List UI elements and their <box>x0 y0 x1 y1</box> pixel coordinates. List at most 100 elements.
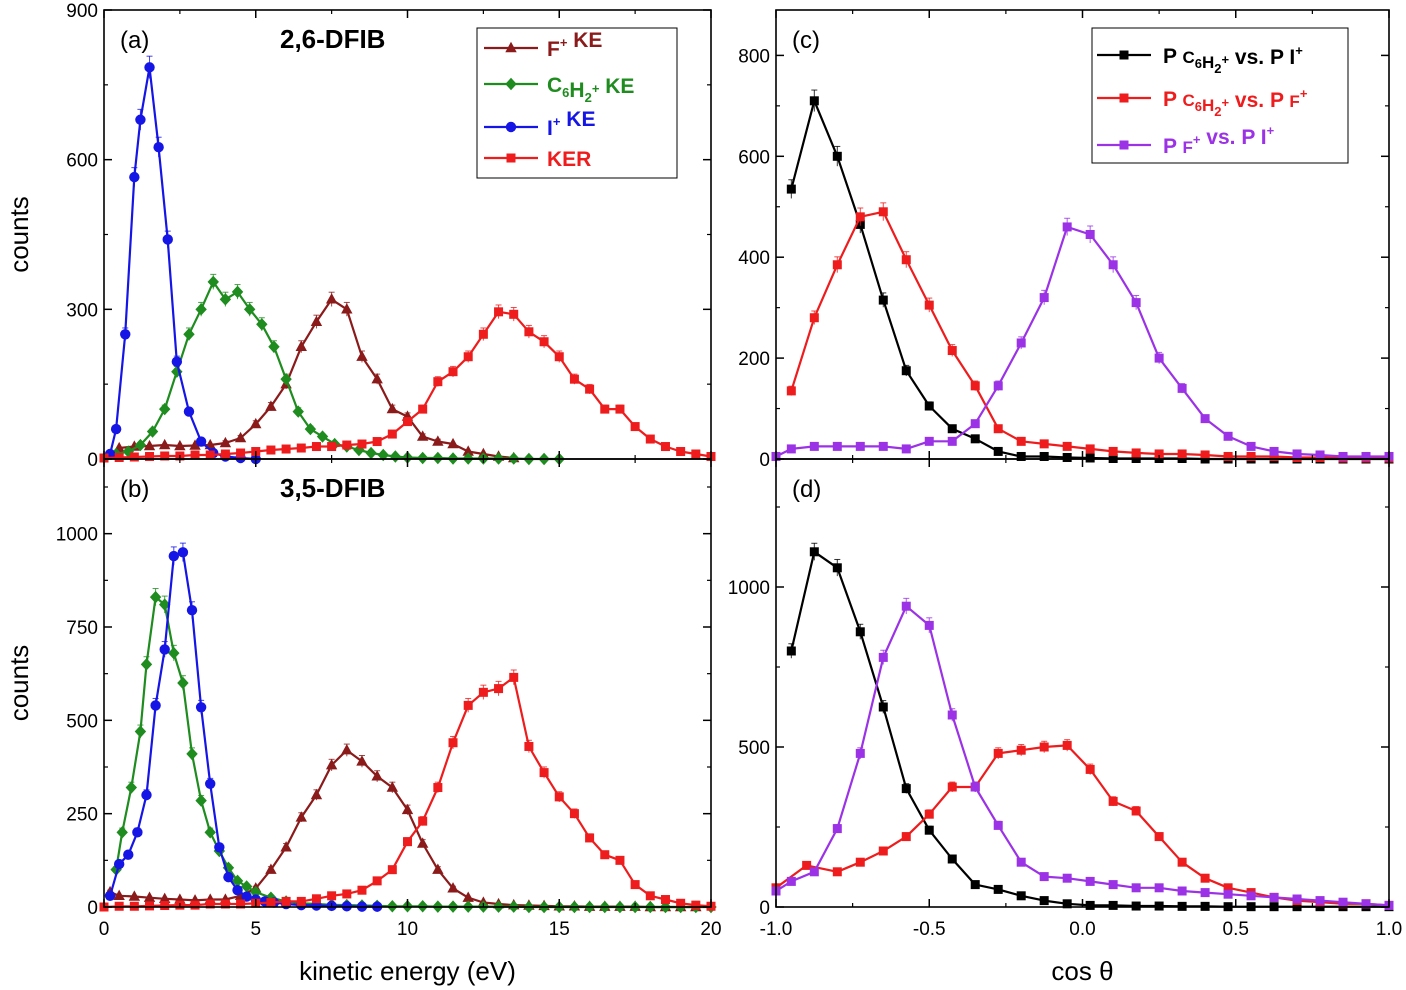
data-point <box>341 744 353 755</box>
legend-label: C6H2+ KE <box>547 74 634 105</box>
data-point <box>266 445 276 455</box>
data-point <box>195 794 207 807</box>
legend-label-part: + <box>1222 95 1230 110</box>
legend-swatch-marker <box>505 41 517 53</box>
data-point <box>159 438 171 450</box>
data-point <box>205 778 216 789</box>
data-point <box>310 315 323 327</box>
data-point <box>645 434 655 444</box>
data-point <box>1200 450 1210 460</box>
data-point <box>569 374 579 384</box>
data-point <box>924 825 934 835</box>
data-point <box>116 826 128 839</box>
panel-label: (a) <box>120 27 149 54</box>
y-tick-label: 600 <box>66 151 98 172</box>
data-point <box>311 894 321 904</box>
data-point <box>1039 439 1049 449</box>
data-point <box>878 295 888 305</box>
data-point <box>832 441 842 451</box>
data-point <box>1177 383 1187 393</box>
data-point <box>389 450 402 463</box>
data-point <box>114 453 124 463</box>
data-point <box>416 451 429 465</box>
data-point <box>207 275 219 289</box>
data-point <box>691 900 701 910</box>
data-point <box>832 151 842 161</box>
data-point <box>786 876 796 886</box>
data-point <box>120 329 131 340</box>
series-i <box>104 542 383 912</box>
data-point <box>1039 896 1049 906</box>
data-point <box>433 783 443 793</box>
legend-label-part: + <box>1267 123 1275 138</box>
data-point <box>280 372 292 386</box>
legend-label: P C6H2+ vs. P F+ <box>1163 86 1308 119</box>
data-point <box>1108 900 1118 910</box>
data-point <box>416 837 429 848</box>
x-axis-label: cos θ <box>1051 956 1113 986</box>
data-point <box>110 863 122 876</box>
data-point <box>585 833 595 843</box>
data-point <box>310 788 323 800</box>
data-point <box>129 171 140 183</box>
legend-label-part: vs. P I <box>1229 46 1295 69</box>
legend-label-part: + <box>1295 43 1303 58</box>
data-point <box>325 758 338 770</box>
legend-label-part: H <box>1202 53 1214 72</box>
data-point <box>1154 353 1164 363</box>
data-point <box>630 880 640 890</box>
x-tick-label: 20 <box>700 919 721 940</box>
data-point <box>786 646 796 656</box>
data-point <box>143 439 156 451</box>
x-tick-label: 15 <box>549 919 570 940</box>
data-point <box>432 435 444 446</box>
data-point <box>855 627 865 637</box>
data-point <box>878 846 888 856</box>
y-tick-label: 500 <box>738 738 770 759</box>
data-point <box>183 406 195 417</box>
data-point <box>356 755 368 766</box>
data-point <box>236 448 246 458</box>
y-tick-label: 800 <box>738 46 770 67</box>
data-point <box>104 890 116 901</box>
y-axis-label: counts <box>4 196 34 273</box>
data-point <box>809 547 819 557</box>
data-point <box>539 337 549 347</box>
data-point <box>1131 883 1141 893</box>
data-point <box>316 430 329 443</box>
data-point <box>204 826 216 839</box>
data-point <box>129 452 139 462</box>
legend-label-part: + <box>1193 132 1201 147</box>
data-point <box>433 377 443 387</box>
data-point <box>1062 899 1072 909</box>
x-tick-label: 0.0 <box>1069 919 1095 940</box>
data-point <box>832 824 842 834</box>
data-point <box>327 891 337 901</box>
data-point <box>325 293 338 304</box>
data-point <box>183 328 195 341</box>
panel-label: (d) <box>792 476 821 503</box>
y-tick-label: 250 <box>66 805 98 826</box>
legend-label-part: C <box>1182 48 1194 67</box>
data-point <box>630 422 640 432</box>
data-point <box>539 768 549 778</box>
data-point <box>1039 742 1049 752</box>
data-point <box>691 449 701 459</box>
data-point <box>901 255 911 265</box>
data-point <box>478 687 488 697</box>
panel-d: -1.0 -0.5 0.0 0.5 1.0 0 500 1000 (d) cos θ <box>728 458 1402 986</box>
data-point <box>372 876 382 886</box>
x-axis-label: kinetic energy (eV) <box>299 956 516 986</box>
data-point <box>924 300 934 310</box>
legend-label-part: 2 <box>1214 61 1221 76</box>
data-point <box>342 889 352 899</box>
data-point <box>509 309 519 319</box>
data-point <box>878 702 888 712</box>
legend-swatch-marker <box>1119 50 1129 60</box>
data-point <box>153 141 164 153</box>
y-tick-label: 500 <box>66 711 98 732</box>
plot-frame <box>775 458 1390 908</box>
data-point <box>1292 894 1302 904</box>
data-point <box>993 381 1003 391</box>
data-point <box>177 547 189 558</box>
